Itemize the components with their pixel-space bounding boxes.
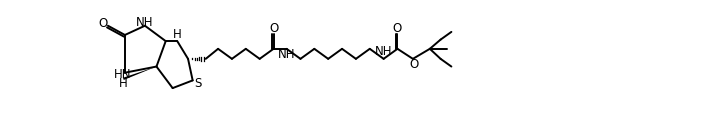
Text: H: H (173, 28, 182, 41)
Polygon shape (123, 67, 157, 80)
Text: HN: HN (114, 68, 131, 81)
Text: NH: NH (136, 16, 154, 29)
Text: O: O (393, 22, 402, 35)
Text: O: O (269, 22, 278, 35)
Text: H: H (119, 77, 128, 90)
Text: O: O (99, 17, 108, 30)
Text: NH: NH (278, 48, 295, 61)
Text: S: S (195, 77, 202, 90)
Text: O: O (409, 58, 419, 71)
Text: NH: NH (375, 45, 392, 58)
